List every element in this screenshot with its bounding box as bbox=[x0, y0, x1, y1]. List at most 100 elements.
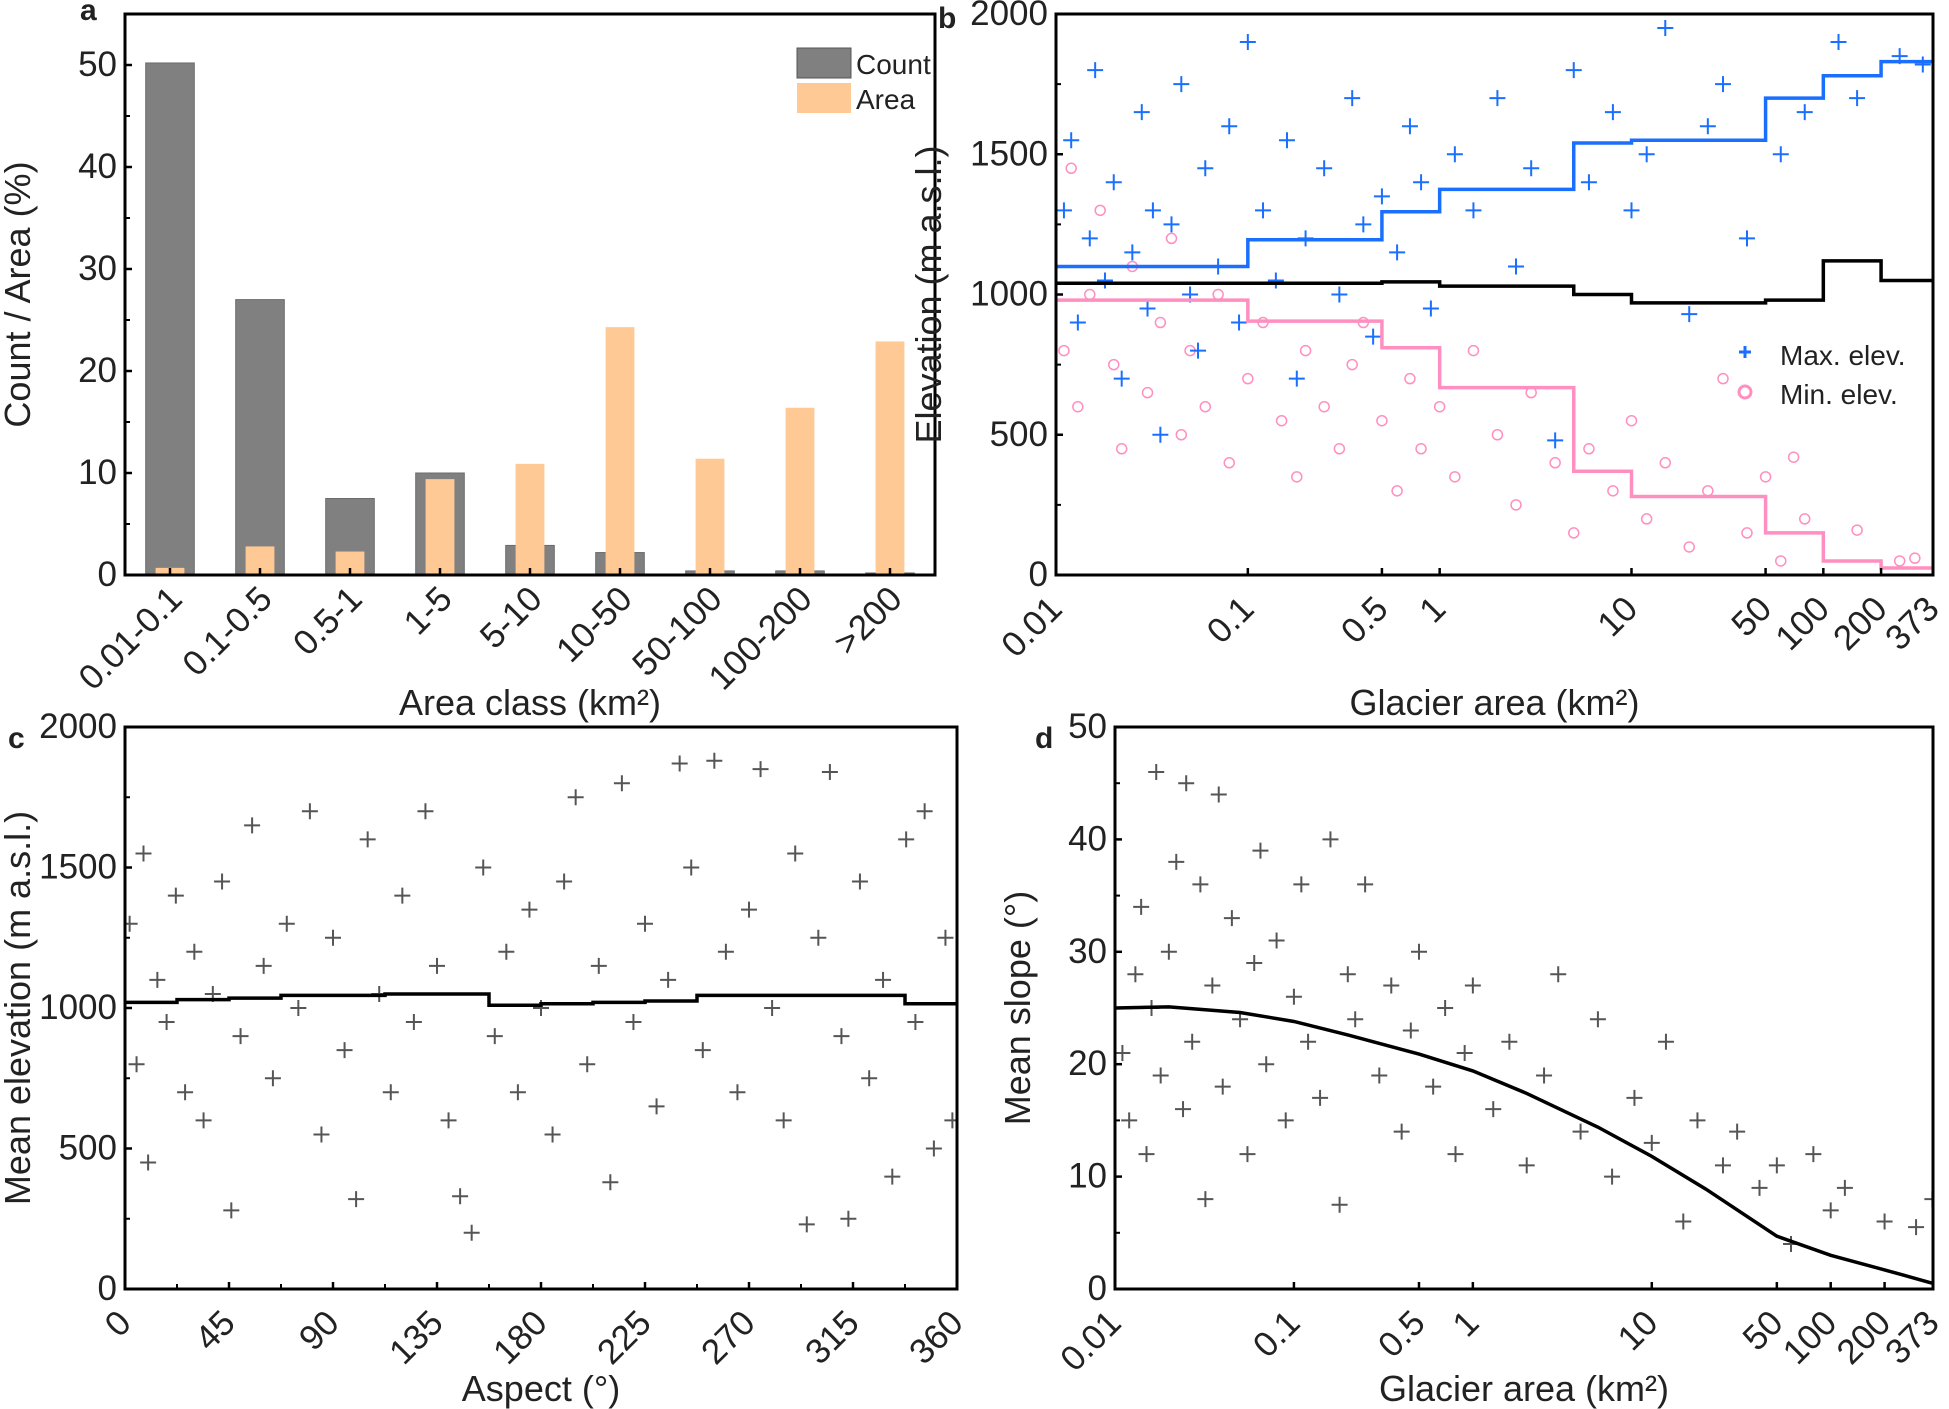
data-point bbox=[1604, 104, 1621, 121]
data-point bbox=[1058, 344, 1070, 357]
panel-a: a Count Area 0 10 20 30 40 50 Count / Area (%) 0.0… bbox=[0, 0, 937, 723]
data-point bbox=[1714, 1157, 1731, 1174]
data-point bbox=[1681, 306, 1698, 323]
data-point bbox=[1148, 763, 1165, 780]
data-point bbox=[1787, 451, 1800, 463]
data-point bbox=[861, 1070, 878, 1087]
data-point bbox=[1242, 372, 1254, 385]
data-point bbox=[660, 971, 677, 988]
data-point bbox=[810, 929, 827, 946]
panel-label: b bbox=[938, 2, 956, 35]
data-point bbox=[1391, 485, 1403, 497]
step-line-mean bbox=[1056, 259, 1933, 305]
bar-count bbox=[235, 299, 285, 576]
data-point bbox=[1210, 786, 1227, 803]
data-point bbox=[1347, 1011, 1364, 1028]
data-point bbox=[1550, 966, 1567, 983]
bar-area bbox=[875, 341, 905, 575]
data-point bbox=[348, 1191, 365, 1208]
y-tick-label: 30 bbox=[1068, 932, 1107, 971]
y-tick-label: 0 bbox=[98, 555, 117, 594]
data-point bbox=[1772, 146, 1789, 163]
y-tick-label: 1500 bbox=[39, 848, 117, 887]
step-line-max-elev bbox=[1056, 59, 1933, 269]
data-point bbox=[1413, 174, 1430, 191]
data-point bbox=[1383, 977, 1400, 994]
data-point bbox=[1518, 1157, 1535, 1174]
data-point bbox=[579, 1056, 596, 1073]
data-point bbox=[167, 887, 184, 904]
x-tick-label: 0.5 bbox=[1334, 589, 1396, 651]
data-point bbox=[567, 789, 584, 806]
data-point bbox=[1657, 20, 1674, 37]
data-point bbox=[1331, 286, 1348, 303]
data-point bbox=[1252, 842, 1269, 859]
data-point bbox=[1805, 1146, 1822, 1163]
x-axis-label: Glacier area (km²) bbox=[1349, 682, 1639, 723]
y-axis: 0 500 1000 1500 2000 bbox=[39, 707, 132, 1308]
data-point bbox=[821, 763, 838, 780]
x-tick-label: 1 bbox=[1412, 589, 1453, 630]
data-point bbox=[1197, 1191, 1214, 1208]
bar-count bbox=[145, 62, 195, 576]
data-point bbox=[1267, 272, 1284, 289]
data-point bbox=[898, 831, 915, 848]
data-point bbox=[1523, 160, 1540, 177]
data-point bbox=[1625, 414, 1638, 427]
data-point bbox=[1404, 372, 1416, 385]
data-point bbox=[1173, 76, 1190, 93]
data-point bbox=[1275, 414, 1288, 427]
data-point bbox=[1239, 1146, 1256, 1163]
data-point bbox=[764, 1000, 781, 1016]
data-point bbox=[223, 1202, 240, 1219]
x-tick-label: 0.01-0.1 bbox=[71, 579, 189, 697]
panel-d: d 0 10 20 30 40 50 Mean slope (°) 0.01 0.1 0.5 1 10 5… bbox=[997, 707, 1947, 1409]
step-line-min-elev bbox=[1056, 298, 1933, 570]
data-point bbox=[177, 1084, 194, 1101]
y-axis-label: Mean elevation (m a.s.l.) bbox=[0, 811, 38, 1205]
data-point bbox=[1300, 1033, 1317, 1050]
axes-frame bbox=[1113, 725, 1935, 1291]
data-point bbox=[1914, 56, 1931, 73]
data-point bbox=[1277, 1112, 1294, 1129]
x-tick-label: 135 bbox=[382, 1303, 451, 1372]
x-tick-label: 10 bbox=[1590, 589, 1645, 644]
y-tick-label: 20 bbox=[78, 351, 117, 390]
data-point bbox=[158, 1014, 175, 1031]
y-tick-label: 20 bbox=[1068, 1044, 1107, 1083]
y-tick-label: 50 bbox=[78, 45, 117, 84]
data-point bbox=[556, 873, 573, 890]
x-tick-label: 5-10 bbox=[473, 579, 550, 656]
bar-area bbox=[335, 551, 365, 575]
data-point bbox=[1346, 358, 1358, 371]
data-point bbox=[149, 971, 166, 988]
data-point bbox=[1729, 1123, 1746, 1140]
data-point bbox=[186, 943, 203, 960]
data-point bbox=[1322, 831, 1339, 848]
data-point bbox=[1163, 216, 1180, 233]
panel-label: d bbox=[1035, 722, 1053, 755]
data-point bbox=[851, 873, 868, 890]
data-point bbox=[1175, 429, 1188, 441]
data-point bbox=[1144, 202, 1161, 219]
x-tick-label: 0.01 bbox=[994, 589, 1070, 665]
data-point bbox=[301, 803, 318, 820]
y-axis: 0 500 1000 1500 2000 bbox=[970, 0, 1063, 594]
data-point bbox=[1197, 160, 1214, 177]
y-tick-label: 500 bbox=[59, 1129, 117, 1168]
data-point bbox=[694, 1042, 711, 1059]
data-point bbox=[1231, 314, 1248, 331]
data-point bbox=[1415, 443, 1427, 455]
y-tick-label: 10 bbox=[78, 453, 117, 492]
data-point bbox=[1738, 230, 1755, 247]
data-point bbox=[1607, 485, 1619, 497]
data-point bbox=[1127, 966, 1144, 983]
y-tick-label: 40 bbox=[78, 147, 117, 186]
data-point bbox=[1299, 344, 1312, 357]
data-point bbox=[1373, 188, 1390, 205]
data-point bbox=[429, 957, 445, 974]
data-point bbox=[1115, 1044, 1131, 1061]
data-point bbox=[875, 971, 892, 988]
data-point bbox=[637, 915, 653, 932]
x-tick-label: 0.5-1 bbox=[286, 579, 370, 663]
